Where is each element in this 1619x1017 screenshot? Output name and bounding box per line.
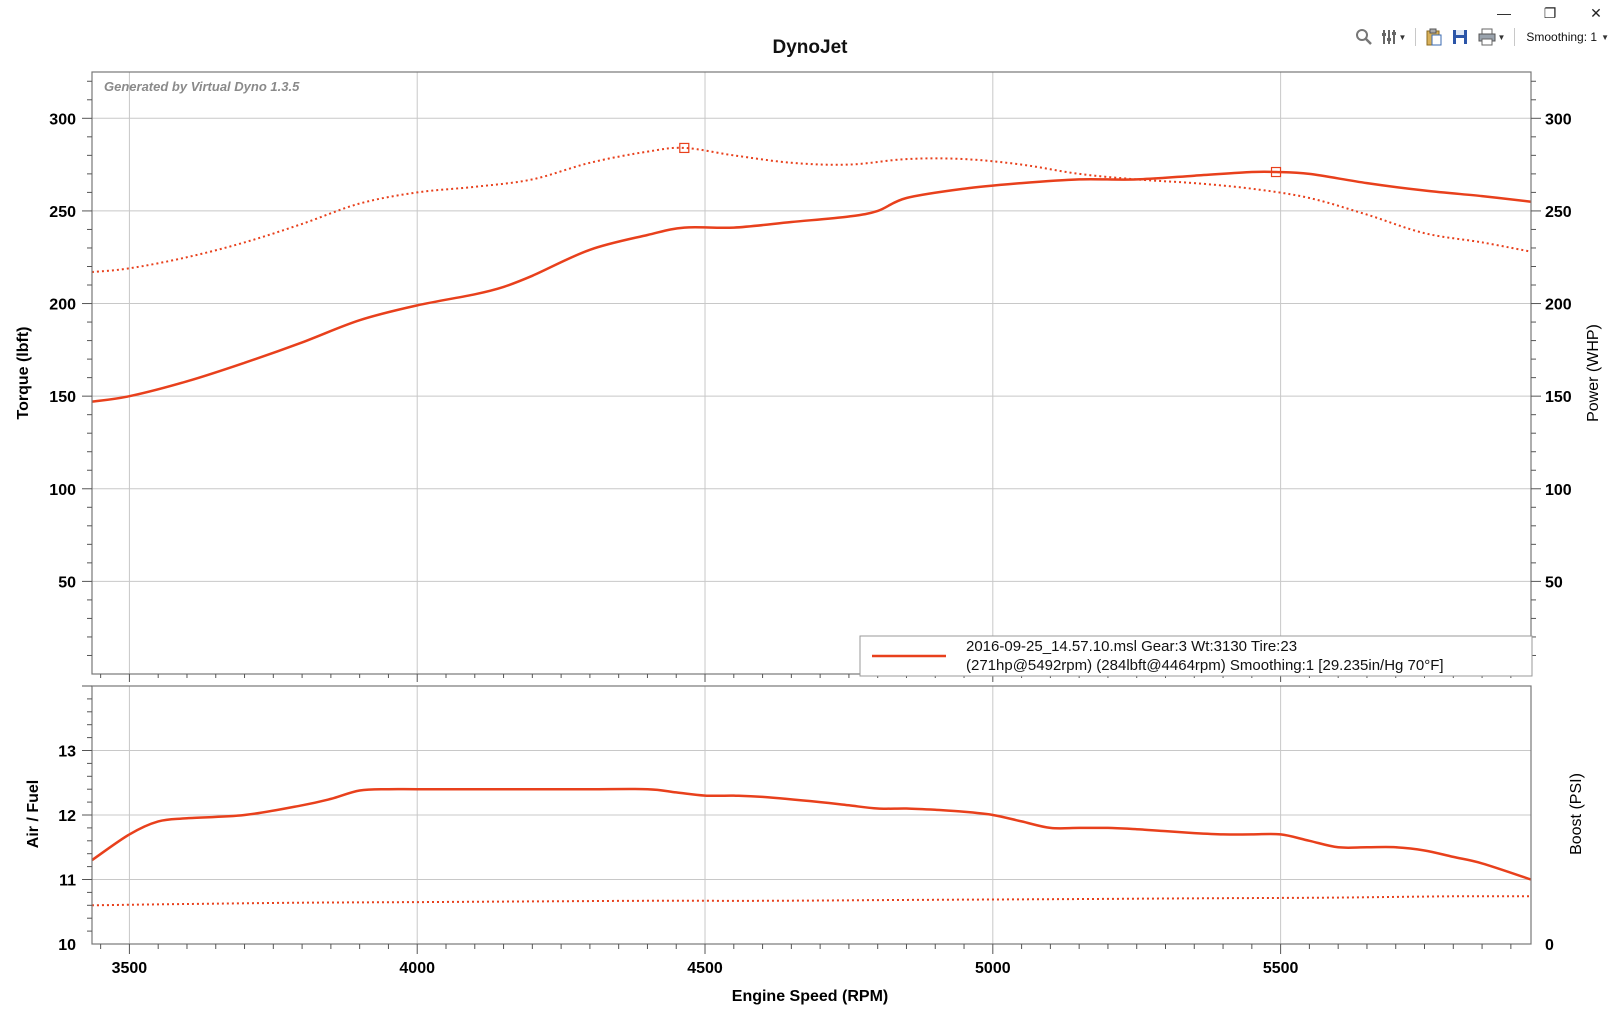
y-tick-label-torque: 100	[49, 482, 76, 499]
watermark-text: Generated by Virtual Dyno 1.3.5	[104, 79, 300, 94]
close-button[interactable]: ✕	[1590, 4, 1602, 21]
y-tick-label-torque: 200	[49, 297, 76, 314]
y2-tick-label-boost: 0	[1545, 937, 1554, 954]
air-fuel-line	[91, 787, 1532, 881]
peak-marker	[679, 142, 690, 154]
zoom-icon[interactable]	[1353, 27, 1375, 47]
y2-axis-label-power: Power (WHP)	[1585, 324, 1602, 422]
y2-tick-label-power: 300	[1545, 111, 1572, 128]
y2-tick-label-power: 200	[1545, 297, 1572, 314]
legend-box	[859, 635, 1533, 677]
x-axis-label: Engine Speed (RPM)	[732, 988, 888, 1005]
torque-line	[91, 146, 1532, 273]
legend-line1: 2016-09-25_14.57.10.msl Gear:3 Wt:3130 T…	[966, 638, 1297, 655]
settings-icon[interactable]: ▼	[1379, 27, 1409, 47]
y-tick-label-torque: 250	[49, 204, 76, 221]
y2-tick-label-power: 50	[1545, 574, 1563, 591]
y-tick-label-airfuel: 10	[58, 937, 76, 954]
plot-area-bottom	[92, 686, 1531, 944]
chevron-down-icon: ▼	[1398, 32, 1407, 42]
y2-axis-label-boost: Boost (PSI)	[1568, 773, 1585, 855]
minimize-button[interactable]: —	[1497, 5, 1511, 21]
y2-tick-label-power: 150	[1545, 389, 1572, 406]
chevron-down-icon: ▼	[1601, 32, 1609, 42]
y-axis-label-airfuel: Air / Fuel	[25, 780, 42, 848]
restore-button[interactable]: ❐	[1543, 4, 1557, 21]
x-tick-label: 4500	[687, 960, 723, 977]
plot-frame-top	[91, 71, 1532, 675]
x-tick-label: 3500	[112, 960, 148, 977]
print-icon[interactable]: ▼	[1475, 27, 1507, 47]
clipboard-icon[interactable]	[1423, 27, 1445, 47]
plot-area-top	[92, 72, 1531, 674]
y-tick-label-airfuel: 12	[58, 808, 76, 825]
legend-line2: (271hp@5492rpm) (284lbft@4464rpm) Smooth…	[966, 657, 1444, 674]
window-controls: — ❐ ✕	[1481, 0, 1619, 26]
save-icon[interactable]	[1449, 27, 1471, 47]
boost-line	[91, 895, 1532, 907]
y2-tick-label-power: 250	[1545, 204, 1572, 221]
legend: 2016-09-25_14.57.10.msl Gear:3 Wt:3130 T…	[859, 635, 1533, 677]
plot-frame-bottom	[91, 685, 1532, 945]
toolbar-divider	[1514, 28, 1516, 46]
y-tick-label-torque: 300	[49, 111, 76, 128]
power-line	[91, 170, 1532, 403]
y2-tick-label-power: 100	[1545, 482, 1572, 499]
y-tick-label-airfuel: 13	[58, 744, 76, 761]
y-axis-label-torque: Torque (lbft)	[15, 326, 32, 419]
smoothing-dropdown[interactable]: Smoothing: 1 ▼	[1522, 30, 1613, 44]
smoothing-label: Smoothing: 1	[1526, 30, 1598, 44]
x-tick-label: 5500	[1263, 960, 1299, 977]
peak-marker	[1270, 166, 1282, 178]
chart-toolbar: ▼ ▼ Smoothing: 1 ▼	[1353, 26, 1613, 48]
y-tick-label-torque: 50	[58, 574, 76, 591]
y-tick-label-airfuel: 11	[59, 873, 76, 890]
x-tick-label: 5000	[975, 960, 1011, 977]
x-tick-label: 4000	[399, 960, 435, 977]
y-tick-label-torque: 150	[49, 389, 76, 406]
chevron-down-icon: ▼	[1497, 32, 1506, 42]
toolbar-divider	[1415, 28, 1417, 46]
chart-title: DynoJet	[773, 37, 849, 58]
